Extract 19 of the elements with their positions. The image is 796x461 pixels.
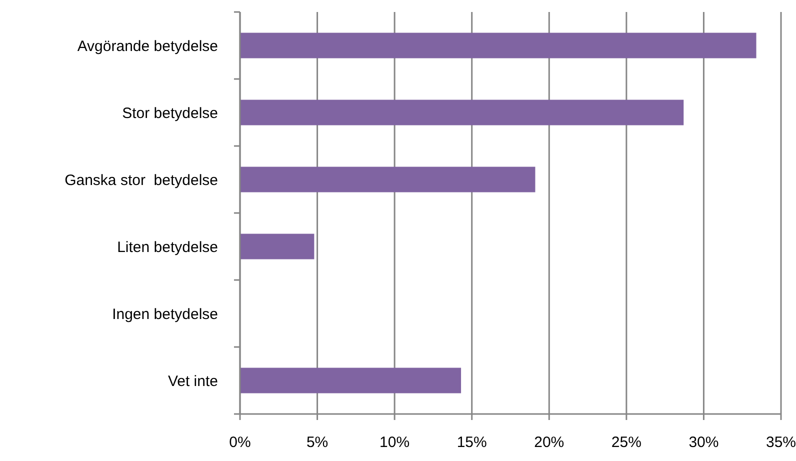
y-tick-label: Stor betydelse xyxy=(122,104,218,122)
y-tick-label: Ganska stor betydelse xyxy=(64,172,218,189)
y-tick-label: Vet inte xyxy=(168,372,218,390)
y-tick-label: Liten betydelse xyxy=(117,238,218,256)
bar xyxy=(240,368,462,394)
x-tick-label: 10% xyxy=(380,434,410,451)
x-tick-label: 0% xyxy=(229,434,251,451)
x-tick-label: 35% xyxy=(766,434,796,451)
x-tick-label: 30% xyxy=(688,434,719,451)
x-tick-label: 25% xyxy=(611,434,642,451)
x-tick-label: 5% xyxy=(306,434,328,451)
bar xyxy=(240,234,314,260)
x-tick-label: 20% xyxy=(534,434,564,451)
bar xyxy=(240,166,536,192)
y-tick-label: Ingen betydelse xyxy=(112,306,218,323)
y-tick-label: Avgörande betydelse xyxy=(77,38,218,55)
bar xyxy=(240,32,756,58)
bar xyxy=(240,100,684,126)
x-tick-label: 15% xyxy=(456,434,487,451)
